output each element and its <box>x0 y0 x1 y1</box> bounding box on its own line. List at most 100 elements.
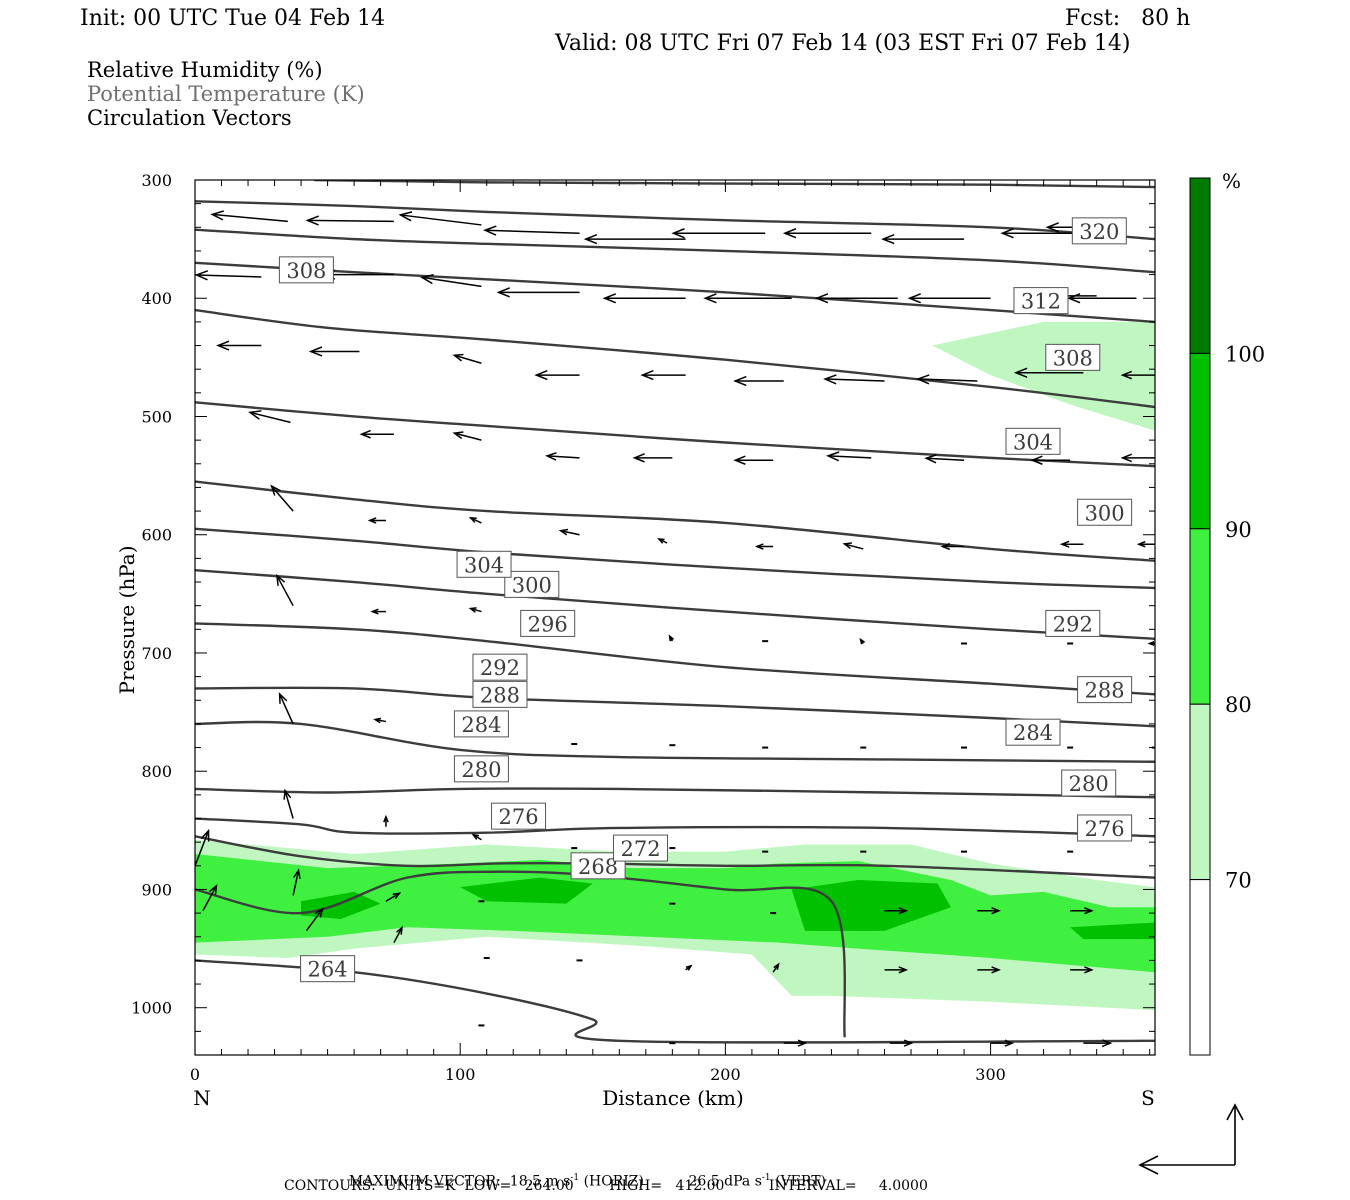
circulation-vector <box>210 210 288 223</box>
circulation-vector <box>1070 907 1094 915</box>
circulation-vector <box>383 814 389 827</box>
svg-text:284: 284 <box>1013 721 1053 745</box>
svg-text:320: 320 <box>1079 220 1119 244</box>
circulation-vector <box>496 287 580 298</box>
circulation-vector <box>385 892 402 902</box>
circulation-vector <box>703 293 792 304</box>
theta-contour-320 <box>195 228 1155 274</box>
colorbar-swatch <box>1189 352 1211 530</box>
circulation-vector <box>471 833 482 841</box>
circulation-vector <box>248 410 291 424</box>
circulation-vector <box>1066 293 1137 304</box>
svg-text:280: 280 <box>1069 772 1109 796</box>
contour-label-296: 296 <box>520 609 576 637</box>
circulation-vector <box>657 538 668 544</box>
circulation-vector <box>733 375 784 387</box>
svg-text:292: 292 <box>480 656 520 680</box>
svg-text:300: 300 <box>512 573 552 597</box>
contour-label-280: 280 <box>453 755 509 783</box>
y-tick-label: 400 <box>141 289 172 308</box>
svg-text:296: 296 <box>528 612 568 636</box>
circulation-vector <box>1136 540 1155 548</box>
field-theta-label: Potential Temperature (K) <box>87 82 365 106</box>
colorbar-level-label: 70 <box>1225 869 1252 893</box>
contour-label-320: 320 <box>1071 217 1127 245</box>
svg-text:272: 272 <box>620 837 660 861</box>
svg-text:304: 304 <box>464 553 504 577</box>
contour-label-304: 304 <box>1005 427 1061 455</box>
contour-label-292: 292 <box>1045 609 1101 637</box>
circulation-vector <box>452 431 482 441</box>
theta-contour-308 <box>195 401 1155 468</box>
circulation-vector <box>772 962 780 973</box>
x-tick-label: 200 <box>710 1065 741 1084</box>
horiz-exponent: -1 <box>570 1173 580 1183</box>
circulation-vector <box>195 828 210 867</box>
circulation-vector <box>884 966 909 974</box>
circulation-vector <box>826 451 872 462</box>
colorbar-unit: % <box>1222 169 1241 193</box>
max-vector-label: MAXIMUM VECTOR: <box>348 1173 501 1190</box>
circulation-vector <box>483 225 580 236</box>
horiz-unit: m s <box>545 1173 571 1190</box>
svg-text:288: 288 <box>1085 679 1125 703</box>
contour-label-272: 272 <box>613 834 669 862</box>
circulation-vector <box>373 717 387 724</box>
circulation-vector <box>823 374 885 385</box>
circulation-vector <box>216 340 262 351</box>
end-label-right: S <box>1141 1086 1155 1110</box>
contour-label-280: 280 <box>1061 769 1117 797</box>
circulation-vector <box>1120 370 1155 380</box>
svg-text:280: 280 <box>461 758 501 782</box>
circulation-vector <box>359 429 394 439</box>
circulation-vector <box>884 907 909 915</box>
circulation-vector <box>783 1039 808 1047</box>
circulation-vector <box>754 543 774 550</box>
contour-label-300: 300 <box>1077 498 1133 526</box>
svg-text:268: 268 <box>578 855 618 879</box>
rh-region-90 <box>1070 922 1155 940</box>
circulation-vector <box>602 293 686 304</box>
y-tick-label: 900 <box>141 880 172 899</box>
circulation-vector <box>640 370 686 381</box>
colorbar-swatch <box>1189 703 1211 881</box>
theta-contour-280 <box>195 787 1155 799</box>
colorbar-swatch <box>1189 528 1211 705</box>
theta-contour-288 <box>195 686 1155 728</box>
circulation-vector <box>907 293 991 304</box>
circulation-vector <box>283 788 294 819</box>
theta-contour-284 <box>195 720 1155 763</box>
circulation-vector <box>977 907 1001 915</box>
circulation-vector <box>420 273 482 288</box>
circulation-vector <box>202 883 218 912</box>
svg-text:300: 300 <box>1085 501 1125 525</box>
circulation-vector <box>671 228 766 239</box>
circulation-vector <box>733 455 774 465</box>
contour-label-292: 292 <box>472 653 528 681</box>
vert-value: 26.5 <box>688 1173 720 1190</box>
svg-text:264: 264 <box>308 958 348 982</box>
circulation-vector <box>1013 367 1084 378</box>
circulation-vector <box>398 211 482 226</box>
circulation-vector <box>292 868 301 896</box>
max-vector-line: MAXIMUM VECTOR: 18.5 m s-1 (HORIZ) 26.5 … <box>340 1160 826 1189</box>
vert-exponent: -1 <box>761 1173 771 1183</box>
vector-layer <box>195 210 1155 1048</box>
svg-text:276: 276 <box>1085 817 1125 841</box>
y-tick-label: 600 <box>141 526 172 545</box>
contour-label-276: 276 <box>1077 814 1133 842</box>
circulation-vector <box>270 484 294 512</box>
contour-label-300: 300 <box>504 570 560 598</box>
circulation-vector <box>1000 228 1084 239</box>
circulation-vector <box>275 573 294 607</box>
svg-text:292: 292 <box>1053 612 1093 636</box>
colorbar-level-label: 100 <box>1225 342 1265 366</box>
rh-region-90 <box>460 877 593 904</box>
theta-contour-312 <box>195 308 1155 409</box>
colorbar-level-label: 90 <box>1225 518 1252 542</box>
circulation-vector <box>278 692 294 725</box>
circulation-vector <box>468 607 482 613</box>
theta-contour-316 <box>195 261 1155 324</box>
theta-contour-268 <box>195 870 847 1038</box>
